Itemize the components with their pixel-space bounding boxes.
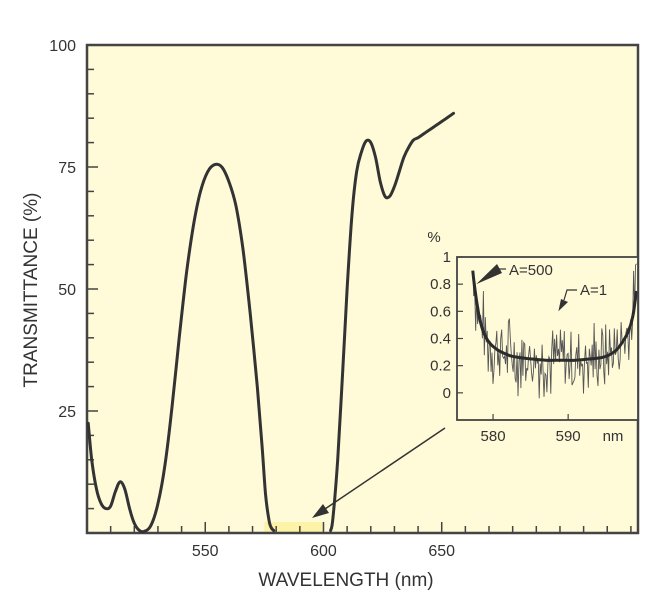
y-tick-label: 50	[58, 282, 76, 299]
inset-x-tick-label: 580	[481, 428, 506, 445]
x-tick-label: 600	[310, 543, 337, 560]
inset-chart: 0 0.2 0.4 0.6 0.8 1 580 590 nm% A=500 A=1	[427, 229, 639, 445]
x-tick-label: 550	[192, 543, 219, 560]
inset-y-tick-label: 0.8	[430, 276, 451, 293]
inset-y-axis-title: %	[427, 229, 440, 246]
transmittance-curve	[329, 111, 455, 533]
y-tick-label: 100	[49, 38, 76, 55]
noisy-curve-a1	[472, 263, 637, 399]
annotation-a1-label: A=1	[580, 282, 607, 299]
highlight-band	[264, 522, 324, 533]
inset-frame	[456, 256, 639, 421]
annotation-a1-leader	[563, 289, 577, 301]
pointer-arrow-line	[321, 427, 446, 512]
transmittance-curve	[86, 162, 276, 534]
pointer-arrow-head	[312, 504, 329, 518]
inset-y-tick-label: 0.4	[430, 331, 451, 348]
x-axis-title: WAVELENGTH (nm)	[258, 570, 433, 591]
inset-x-tick-label: 590	[556, 428, 581, 445]
inset-y-tick-label: 0.6	[430, 303, 451, 320]
annotation-a500-label: A=500	[509, 262, 553, 279]
inset-x-axis-title: nm	[603, 428, 624, 445]
y-axis-title: TRANSMITTANCE (%)	[21, 193, 42, 388]
inset-y-tick-label: 1	[443, 249, 451, 266]
annotation-a1-arrowhead	[558, 299, 568, 312]
y-tick-label: 25	[58, 404, 76, 421]
y-tick-label: 75	[58, 160, 76, 177]
smooth-curve-a500	[471, 270, 638, 362]
inset-y-tick-label: 0.2	[430, 358, 451, 375]
annotation-a500-arrowhead	[476, 264, 502, 285]
x-tick-label: 650	[428, 543, 455, 560]
inset-y-tick-label: 0	[443, 385, 451, 402]
